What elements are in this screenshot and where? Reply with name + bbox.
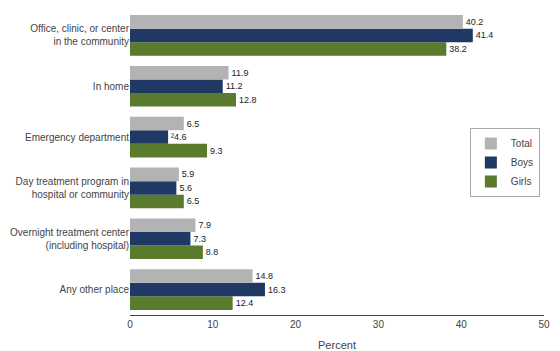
- svg-text:Office, clinic, or centerin th: Office, clinic, or centerin the communit…: [30, 23, 129, 47]
- svg-text:8.8: 8.8: [206, 247, 219, 257]
- svg-text:9.3: 9.3: [210, 146, 223, 156]
- svg-text:Girls: Girls: [511, 176, 532, 187]
- svg-text:12.8: 12.8: [239, 95, 257, 105]
- svg-text:10: 10: [207, 319, 219, 330]
- svg-text:14.8: 14.8: [256, 271, 274, 281]
- svg-text:41.4: 41.4: [476, 30, 494, 40]
- svg-text:Percent: Percent: [318, 339, 356, 351]
- svg-text:0: 0: [127, 319, 133, 330]
- svg-text:Boys: Boys: [511, 157, 533, 168]
- svg-text:30: 30: [373, 319, 385, 330]
- svg-text:7.9: 7.9: [198, 220, 211, 230]
- svg-text:Any other place: Any other place: [60, 284, 130, 295]
- svg-text:5.6: 5.6: [179, 183, 192, 193]
- svg-text:38.2: 38.2: [449, 44, 467, 54]
- svg-text:6.5: 6.5: [187, 196, 200, 206]
- svg-text:40.2: 40.2: [466, 17, 484, 27]
- svg-text:Total: Total: [511, 138, 532, 149]
- svg-text:Overnight treatment center(inc: Overnight treatment center(including hos…: [10, 227, 130, 251]
- svg-text:11.9: 11.9: [232, 68, 249, 78]
- svg-text:16.3: 16.3: [268, 285, 286, 295]
- svg-text:50: 50: [538, 319, 550, 330]
- svg-text:6.5: 6.5: [187, 119, 200, 129]
- svg-text:7.3: 7.3: [193, 234, 206, 244]
- svg-text:In home: In home: [93, 81, 130, 92]
- svg-text:Emergency department: Emergency department: [25, 132, 129, 143]
- svg-text:5.9: 5.9: [182, 169, 195, 179]
- svg-text:12.4: 12.4: [236, 298, 254, 308]
- svg-text:Day treatment program inhospit: Day treatment program inhospital or comm…: [16, 176, 129, 200]
- svg-text:40: 40: [456, 319, 468, 330]
- svg-text:20: 20: [290, 319, 302, 330]
- svg-text:²4.6: ²4.6: [171, 132, 187, 142]
- svg-text:11.2: 11.2: [226, 81, 243, 91]
